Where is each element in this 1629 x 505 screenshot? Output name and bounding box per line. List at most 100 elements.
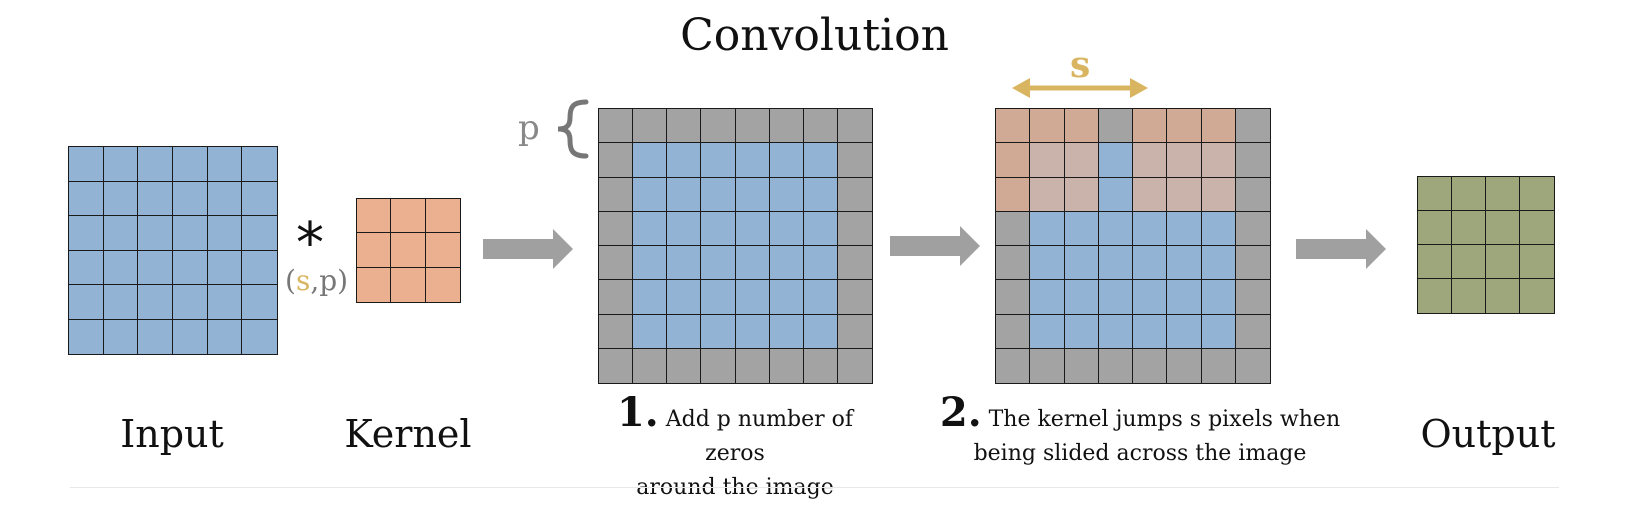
padding-label: p xyxy=(518,108,540,148)
padding-cell xyxy=(837,211,872,246)
input-cell xyxy=(769,246,804,281)
input-cell xyxy=(735,177,770,212)
input-cell xyxy=(207,181,243,216)
input-cell xyxy=(207,285,243,320)
kernel-overlay-cell xyxy=(1064,177,1099,212)
kernel-overlay-cell xyxy=(1133,177,1168,212)
input-cell xyxy=(1098,314,1133,349)
input-cell xyxy=(1167,246,1202,281)
input-cell xyxy=(138,181,173,216)
output-cell xyxy=(1486,177,1520,211)
step-1-text-1: Add p number of zeros xyxy=(665,407,854,466)
input-cell xyxy=(735,280,770,315)
step-1-number: 1. xyxy=(616,389,659,436)
input-cell xyxy=(667,280,702,315)
input-cell xyxy=(103,181,139,216)
input-cell xyxy=(769,280,804,315)
kernel-overlay-cell xyxy=(1167,177,1202,212)
padding-cell xyxy=(735,109,770,144)
input-cell xyxy=(242,250,277,285)
input-cell xyxy=(1133,314,1168,349)
input-cell xyxy=(1133,246,1168,281)
input-cell xyxy=(69,285,104,320)
double-arrow-icon xyxy=(1012,78,1148,98)
output-cell xyxy=(1452,279,1486,313)
kernel-cell xyxy=(391,267,426,302)
output-cell xyxy=(1486,211,1520,245)
kernel-overlay-cell xyxy=(1133,109,1168,144)
kernel-overlay-cell xyxy=(1201,109,1236,144)
kernel-overlay-cell xyxy=(1133,143,1168,178)
input-cell xyxy=(1201,246,1236,281)
output-cell xyxy=(1520,279,1554,313)
input-cell xyxy=(69,181,104,216)
kernel-cell xyxy=(425,267,460,302)
step-2-number: 2. xyxy=(939,389,982,436)
arrow-right-icon xyxy=(890,226,980,266)
input-cell xyxy=(1098,246,1133,281)
input-cell xyxy=(242,216,277,251)
input-cell xyxy=(1167,280,1202,315)
padding-cell xyxy=(599,348,634,383)
input-cell xyxy=(667,143,702,178)
input-cell xyxy=(633,314,668,349)
input-cell xyxy=(769,143,804,178)
step-2-text-1: The kernel jumps s pixels when xyxy=(988,407,1341,432)
input-cell xyxy=(701,211,736,246)
kernel-overlay-cell xyxy=(1064,143,1099,178)
padding-cell xyxy=(1235,280,1270,315)
input-cell xyxy=(1064,211,1099,246)
padding-cell xyxy=(1235,143,1270,178)
output-cell xyxy=(1452,211,1486,245)
input-cell xyxy=(103,216,139,251)
padding-cell xyxy=(599,143,634,178)
input-cell xyxy=(701,246,736,281)
input-cell xyxy=(701,177,736,212)
input-cell xyxy=(242,181,277,216)
input-cell xyxy=(735,314,770,349)
input-cell xyxy=(803,143,838,178)
output-cell xyxy=(1452,177,1486,211)
input-cell xyxy=(633,246,668,281)
output-cell xyxy=(1486,245,1520,279)
input-cell xyxy=(138,319,173,354)
padding-cell xyxy=(1235,348,1270,383)
input-cell xyxy=(173,250,208,285)
input-cell xyxy=(1064,246,1099,281)
input-cell xyxy=(701,143,736,178)
stride-label: s xyxy=(1070,44,1091,86)
kernel-overlay-cell xyxy=(1030,177,1065,212)
step-2-caption: 2. The kernel jumps s pixels when being … xyxy=(930,393,1350,471)
output-cell xyxy=(1452,245,1486,279)
output-cell xyxy=(1520,177,1554,211)
input-cell xyxy=(1201,211,1236,246)
padding-cell xyxy=(1201,348,1236,383)
input-cell xyxy=(207,319,243,354)
input-cell xyxy=(633,177,668,212)
input-cell xyxy=(735,211,770,246)
kernel-overlay-cell xyxy=(1167,143,1202,178)
input-cell xyxy=(69,319,104,354)
kernel-overlay-cell xyxy=(1201,177,1236,212)
kernel-overlay-cell xyxy=(996,177,1031,212)
padding-cell xyxy=(1235,246,1270,281)
padding-cell xyxy=(599,280,634,315)
padding-cell xyxy=(996,246,1031,281)
padding-cell xyxy=(599,211,634,246)
padding-cell xyxy=(1133,348,1168,383)
step-1-line-1: 1. Add p number of zeros xyxy=(585,393,885,471)
input-cell xyxy=(173,216,208,251)
kernel-label: Kernel xyxy=(344,412,472,456)
padding-cell xyxy=(1235,109,1270,144)
input-cell xyxy=(701,314,736,349)
output-cell xyxy=(1520,245,1554,279)
output-label: Output xyxy=(1420,412,1556,456)
padding-cell xyxy=(769,348,804,383)
kernel-cell xyxy=(391,199,426,234)
input-cell xyxy=(69,147,104,182)
padding-cell xyxy=(1098,348,1133,383)
output-cell xyxy=(1520,211,1554,245)
padding-cell xyxy=(1030,348,1065,383)
input-cell xyxy=(1201,280,1236,315)
kernel-cell xyxy=(357,233,392,268)
